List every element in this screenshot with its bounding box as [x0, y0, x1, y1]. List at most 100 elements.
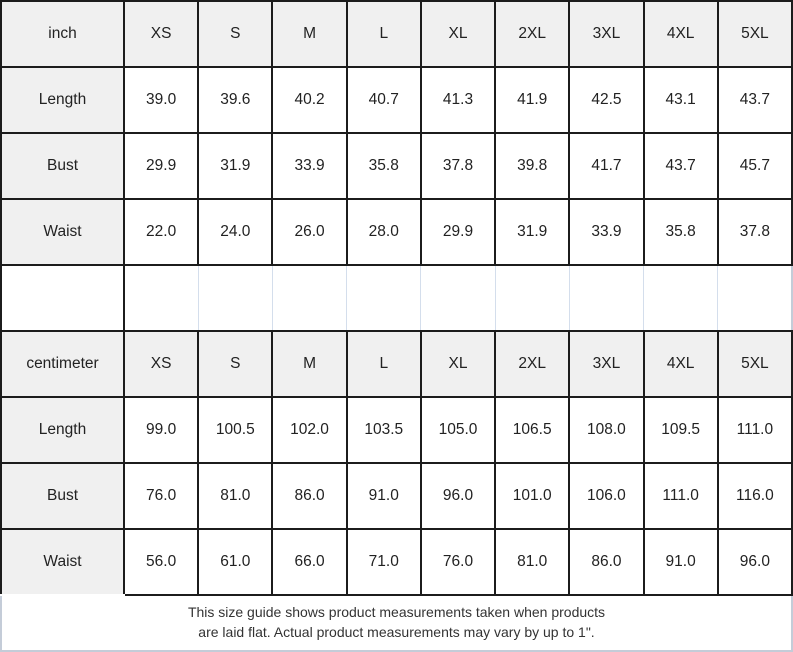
size-header-cell: M: [271, 330, 348, 398]
measurement-value-cell: 99.0: [122, 396, 200, 464]
measurement-value-cell: 71.0: [345, 528, 422, 596]
note-line-2: are laid flat. Actual product measuremen…: [198, 624, 595, 640]
table-row: Bust 29.9 31.9 33.9 35.8 37.8 39.8 41.7 43.7 45.7: [0, 132, 793, 200]
size-header-cell: L: [345, 0, 422, 68]
separator-cell: [123, 264, 199, 332]
size-header-cell: S: [197, 330, 274, 398]
measurement-value-cell: 43.7: [716, 66, 793, 134]
measurement-value-cell: 106.0: [568, 462, 645, 530]
measurement-value-cell: 76.0: [419, 528, 497, 596]
measurement-value-cell: 86.0: [568, 528, 645, 596]
measurement-value-cell: 108.0: [568, 396, 645, 464]
measurement-value-cell: 91.0: [642, 528, 719, 596]
size-header-cell: M: [271, 0, 348, 68]
size-header-cell: XS: [122, 0, 200, 68]
measurement-value-cell: 24.0: [197, 198, 274, 266]
table-row: Length 39.0 39.6 40.2 40.7 41.3 41.9 42.5 43.1 43…: [0, 66, 793, 134]
size-header-cell: XL: [419, 330, 497, 398]
measurement-label-cell: Waist: [0, 198, 125, 266]
separator-cell: [346, 264, 422, 332]
separator-cell: [717, 264, 793, 332]
size-header-cell: L: [345, 330, 422, 398]
size-guide-note: This size guide shows product measuremen…: [0, 596, 793, 652]
separator-cell: [197, 264, 273, 332]
separator-cell: [494, 264, 570, 332]
measurement-value-cell: 37.8: [419, 132, 497, 200]
measurement-value-cell: 81.0: [197, 462, 274, 530]
measurement-value-cell: 39.8: [494, 132, 571, 200]
measurement-value-cell: 81.0: [494, 528, 571, 596]
measurement-value-cell: 40.7: [345, 66, 422, 134]
measurement-label-cell: Bust: [0, 132, 125, 200]
measurement-value-cell: 106.5: [494, 396, 571, 464]
separator-cell: [643, 264, 719, 332]
measurement-value-cell: 22.0: [122, 198, 200, 266]
measurement-value-cell: 39.0: [122, 66, 200, 134]
size-header-cell: 5XL: [716, 0, 793, 68]
size-header-cell: 2XL: [494, 330, 571, 398]
size-header-cell: XL: [419, 0, 497, 68]
measurement-value-cell: 37.8: [716, 198, 793, 266]
table-row: Waist 22.0 24.0 26.0 28.0 29.9 31.9 33.9 35.8 37.…: [0, 198, 793, 266]
measurement-value-cell: 35.8: [642, 198, 719, 266]
measurement-value-cell: 33.9: [568, 198, 645, 266]
size-header-cell: S: [197, 0, 274, 68]
measurement-value-cell: 42.5: [568, 66, 645, 134]
measurement-value-cell: 33.9: [271, 132, 348, 200]
measurement-value-cell: 35.8: [345, 132, 422, 200]
size-header-cell: 5XL: [716, 330, 793, 398]
separator-cell: [271, 264, 348, 332]
separator-cell: [420, 264, 496, 332]
measurement-label-cell: Waist: [0, 528, 125, 596]
separator-cell: [0, 264, 125, 332]
size-header-cell: 4XL: [642, 330, 719, 398]
measurement-value-cell: 100.5: [197, 396, 274, 464]
measurement-label-cell: Length: [0, 396, 125, 464]
measurement-value-cell: 105.0: [419, 396, 497, 464]
measurement-value-cell: 43.7: [642, 132, 719, 200]
measurement-value-cell: 109.5: [642, 396, 719, 464]
measurement-value-cell: 40.2: [271, 66, 348, 134]
measurement-value-cell: 39.6: [197, 66, 274, 134]
measurement-value-cell: 111.0: [642, 462, 719, 530]
measurement-value-cell: 116.0: [716, 462, 793, 530]
note-line-1: This size guide shows product measuremen…: [187, 604, 606, 620]
size-header-cell: 3XL: [568, 0, 645, 68]
measurement-value-cell: 41.3: [419, 66, 497, 134]
separator-cell: [568, 264, 645, 332]
measurement-value-cell: 29.9: [419, 198, 497, 266]
unit-header-cell: inch: [0, 0, 125, 68]
size-header-cell: XS: [122, 330, 200, 398]
measurement-value-cell: 56.0: [122, 528, 200, 596]
measurement-value-cell: 86.0: [271, 462, 348, 530]
size-table: inch XS S M L XL 2XL 3XL 4XL 5XL Length 39.0 39.6 40.…: [0, 0, 793, 596]
size-header-cell: 3XL: [568, 330, 645, 398]
table-row: Waist 56.0 61.0 66.0 71.0 76.0 81.0 86.0 91.0 96.…: [0, 528, 793, 596]
measurement-value-cell: 76.0: [122, 462, 200, 530]
measurement-value-cell: 29.9: [122, 132, 200, 200]
separator-row: [0, 264, 793, 332]
measurement-label-cell: Bust: [0, 462, 125, 530]
measurement-value-cell: 102.0: [271, 396, 348, 464]
measurement-value-cell: 41.9: [494, 66, 571, 134]
measurement-value-cell: 96.0: [716, 528, 793, 596]
measurement-value-cell: 26.0: [271, 198, 348, 266]
measurement-value-cell: 31.9: [197, 132, 274, 200]
measurement-value-cell: 41.7: [568, 132, 645, 200]
measurement-value-cell: 28.0: [345, 198, 422, 266]
measurement-label-cell: Length: [0, 66, 125, 134]
measurement-value-cell: 103.5: [345, 396, 422, 464]
measurement-value-cell: 111.0: [716, 396, 793, 464]
measurement-value-cell: 66.0: [271, 528, 348, 596]
size-header-cell: 4XL: [642, 0, 719, 68]
measurement-value-cell: 43.1: [642, 66, 719, 134]
header-row: centimeter XS S M L XL 2XL 3XL 4XL 5XL: [0, 330, 793, 398]
unit-header-cell: centimeter: [0, 330, 125, 398]
measurement-value-cell: 45.7: [716, 132, 793, 200]
measurement-value-cell: 31.9: [494, 198, 571, 266]
measurement-value-cell: 61.0: [197, 528, 274, 596]
measurement-value-cell: 91.0: [345, 462, 422, 530]
measurement-value-cell: 96.0: [419, 462, 497, 530]
table-row: Bust 76.0 81.0 86.0 91.0 96.0 101.0 106.0 111.0 1…: [0, 462, 793, 530]
